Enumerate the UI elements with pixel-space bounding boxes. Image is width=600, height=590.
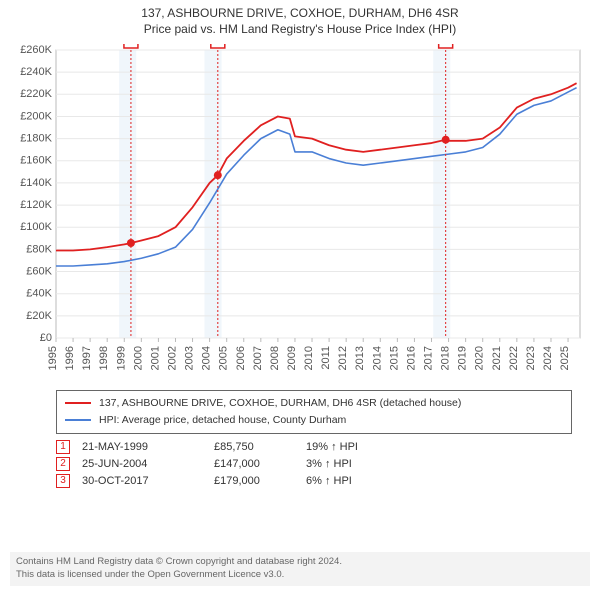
svg-text:£60K: £60K: [26, 265, 52, 277]
svg-text:2025: 2025: [559, 346, 571, 370]
sales-date: 21-MAY-1999: [82, 441, 202, 453]
svg-text:2013: 2013: [354, 346, 366, 370]
svg-text:1998: 1998: [98, 346, 110, 370]
sales-price: £179,000: [214, 475, 294, 487]
attribution-footer: Contains HM Land Registry data © Crown c…: [10, 552, 590, 586]
legend-swatch: [65, 402, 91, 404]
legend-label: 137, ASHBOURNE DRIVE, COXHOE, DURHAM, DH…: [99, 395, 461, 412]
sale-dot-3: [442, 136, 450, 144]
page-subtitle: Price paid vs. HM Land Registry's House …: [0, 20, 600, 36]
svg-text:1997: 1997: [81, 346, 93, 370]
sales-delta: 3% ↑ HPI: [306, 458, 352, 470]
legend-item-blue: HPI: Average price, detached house, Coun…: [65, 412, 563, 429]
svg-text:2018: 2018: [440, 346, 452, 370]
svg-text:£220K: £220K: [20, 88, 52, 100]
svg-text:£200K: £200K: [20, 110, 52, 122]
svg-text:£260K: £260K: [20, 44, 52, 56]
svg-text:£100K: £100K: [20, 221, 52, 233]
sales-marker-box: 3: [56, 474, 70, 488]
svg-text:2020: 2020: [474, 346, 486, 370]
svg-text:2004: 2004: [201, 346, 213, 370]
sales-delta: 19% ↑ HPI: [306, 441, 358, 453]
attribution-line2: This data is licensed under the Open Gov…: [16, 569, 584, 582]
sales-marker-box: 2: [56, 457, 70, 471]
svg-text:2021: 2021: [491, 346, 503, 370]
svg-text:£160K: £160K: [20, 155, 52, 167]
sales-table: 1 21-MAY-1999 £85,750 19% ↑ HPI 2 25-JUN-2004…: [56, 440, 572, 488]
attribution-line1: Contains HM Land Registry data © Crown c…: [16, 556, 584, 569]
legend: 137, ASHBOURNE DRIVE, COXHOE, DURHAM, DH…: [56, 390, 572, 434]
svg-text:2016: 2016: [405, 346, 417, 370]
svg-text:2024: 2024: [542, 346, 554, 370]
chart-area: £0 £20K £40K £60K £80K £100K £120K £140K £160K £1…: [10, 44, 590, 384]
svg-text:2007: 2007: [252, 346, 264, 370]
svg-text:2019: 2019: [457, 346, 469, 370]
svg-text:2009: 2009: [286, 346, 298, 370]
sale-dot-2: [214, 171, 222, 179]
svg-text:2023: 2023: [525, 346, 537, 370]
svg-text:2012: 2012: [337, 346, 349, 370]
svg-text:2022: 2022: [508, 346, 520, 370]
svg-text:£0: £0: [40, 332, 52, 344]
svg-text:£80K: £80K: [26, 243, 52, 255]
sale-dot-1: [127, 239, 135, 247]
svg-text:2006: 2006: [235, 346, 247, 370]
svg-text:1996: 1996: [64, 346, 76, 370]
svg-text:£120K: £120K: [20, 199, 52, 211]
sales-row: 3 30-OCT-2017 £179,000 6% ↑ HPI: [56, 474, 572, 488]
sales-date: 25-JUN-2004: [82, 458, 202, 470]
sales-date: 30-OCT-2017: [82, 475, 202, 487]
legend-item-red: 137, ASHBOURNE DRIVE, COXHOE, DURHAM, DH…: [65, 395, 563, 412]
svg-text:2017: 2017: [423, 346, 435, 370]
sales-price: £85,750: [214, 441, 294, 453]
sales-price: £147,000: [214, 458, 294, 470]
page-title: 137, ASHBOURNE DRIVE, COXHOE, DURHAM, DH…: [0, 0, 600, 20]
svg-text:2010: 2010: [303, 346, 315, 370]
svg-text:2002: 2002: [166, 346, 178, 370]
svg-text:2014: 2014: [371, 346, 383, 370]
svg-text:£20K: £20K: [26, 310, 52, 322]
svg-text:£140K: £140K: [20, 177, 52, 189]
line-chart: £0 £20K £40K £60K £80K £100K £120K £140K £160K £1…: [10, 44, 590, 384]
svg-text:£40K: £40K: [26, 288, 52, 300]
svg-text:1995: 1995: [47, 346, 59, 370]
legend-label: HPI: Average price, detached house, Coun…: [99, 412, 346, 429]
svg-text:2005: 2005: [218, 346, 230, 370]
svg-text:2003: 2003: [184, 346, 196, 370]
svg-text:£180K: £180K: [20, 133, 52, 145]
sales-marker-box: 1: [56, 440, 70, 454]
svg-text:2000: 2000: [132, 346, 144, 370]
sales-row: 1 21-MAY-1999 £85,750 19% ↑ HPI: [56, 440, 572, 454]
svg-text:1: 1: [128, 44, 134, 47]
sales-delta: 6% ↑ HPI: [306, 475, 352, 487]
svg-text:3: 3: [443, 44, 449, 47]
legend-swatch: [65, 419, 91, 421]
svg-text:2011: 2011: [320, 346, 332, 370]
svg-text:2015: 2015: [388, 346, 400, 370]
svg-text:2: 2: [215, 44, 221, 47]
svg-text:£240K: £240K: [20, 66, 52, 78]
svg-text:2008: 2008: [269, 346, 281, 370]
svg-text:2001: 2001: [149, 346, 161, 370]
svg-text:1999: 1999: [115, 346, 127, 370]
sales-row: 2 25-JUN-2004 £147,000 3% ↑ HPI: [56, 457, 572, 471]
